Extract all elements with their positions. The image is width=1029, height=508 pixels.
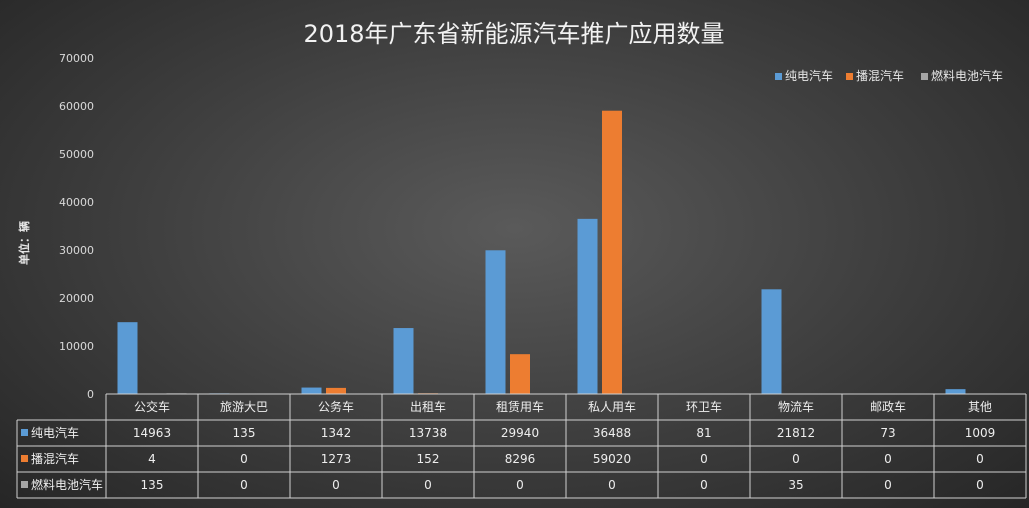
data-label: 0 (700, 478, 708, 492)
bar-5-0 (577, 218, 598, 394)
category-label: 出租车 (410, 399, 446, 414)
bar-3-0 (393, 328, 414, 394)
data-label: 1342 (321, 426, 352, 440)
data-label: 0 (424, 478, 432, 492)
bar-0-0 (117, 322, 138, 394)
bar-4-1 (510, 354, 530, 394)
data-label: 0 (792, 452, 800, 466)
y-tick-label: 0 (87, 388, 94, 401)
data-label: 1009 (965, 426, 996, 440)
data-label: 1273 (321, 452, 352, 466)
category-label: 私人用车 (588, 399, 636, 414)
data-label: 36488 (593, 426, 631, 440)
row-swatch-0 (21, 429, 28, 436)
y-axis-label: 单位：辆 (17, 221, 31, 265)
category-label: 环卫车 (686, 399, 722, 414)
data-label: 29940 (501, 426, 539, 440)
data-label: 81 (696, 426, 711, 440)
data-label: 0 (884, 478, 892, 492)
y-axis-ticks: 0 10000 20000 30000 40000 50000 60000 70000 (59, 52, 94, 401)
data-label: 14963 (133, 426, 171, 440)
data-label: 0 (700, 452, 708, 466)
bar-2-1 (326, 387, 346, 394)
data-label: 8296 (505, 452, 536, 466)
category-label: 租赁用车 (496, 399, 544, 414)
legend-swatch-0 (775, 73, 782, 80)
bar-4-0 (485, 250, 506, 394)
category-label: 旅游大巴 (220, 400, 268, 414)
y-tick-label: 20000 (59, 292, 94, 305)
row-label-2: 燃料电池汽车 (31, 477, 103, 492)
row-swatch-1 (21, 455, 28, 462)
legend: 纯电汽车 播混汽车 燃料电池汽车 (775, 68, 1003, 83)
data-label: 0 (332, 478, 340, 492)
data-label: 4 (148, 452, 156, 466)
category-label: 其他 (968, 400, 992, 414)
data-label: 152 (417, 452, 440, 466)
row-swatch-2 (21, 481, 28, 488)
data-label: 73 (880, 426, 895, 440)
data-label: 59020 (593, 452, 631, 466)
data-label: 0 (976, 478, 984, 492)
category-label: 邮政车 (870, 399, 906, 414)
legend-label-2: 燃料电池汽车 (931, 68, 1003, 83)
legend-label-1: 播混汽车 (856, 68, 904, 83)
y-tick-label: 50000 (59, 148, 94, 161)
y-tick-label: 40000 (59, 196, 94, 209)
y-tick-label: 10000 (59, 340, 94, 353)
chart-title: 2018年广东省新能源汽车推广应用数量 (303, 20, 724, 48)
data-label: 35 (788, 478, 803, 492)
data-label: 21812 (777, 426, 815, 440)
bar-7-0 (761, 289, 782, 394)
data-label: 0 (240, 452, 248, 466)
y-tick-label: 60000 (59, 100, 94, 113)
category-label: 公交车 (134, 399, 170, 414)
y-tick-label: 70000 (59, 52, 94, 65)
bars (117, 110, 966, 394)
data-label: 0 (608, 478, 616, 492)
row-label-0: 纯电汽车 (31, 425, 79, 440)
category-label: 物流车 (778, 399, 814, 414)
legend-swatch-1 (846, 73, 853, 80)
data-label: 0 (240, 478, 248, 492)
data-label: 0 (516, 478, 524, 492)
data-label: 13738 (409, 426, 447, 440)
data-label: 135 (233, 426, 256, 440)
data-label: 0 (884, 452, 892, 466)
bar-5-1 (602, 110, 622, 394)
data-label: 0 (976, 452, 984, 466)
legend-swatch-2 (921, 73, 928, 80)
category-label: 公务车 (318, 399, 354, 414)
bar-2-0 (301, 387, 322, 394)
y-tick-label: 30000 (59, 244, 94, 257)
bar-9-0 (945, 389, 966, 394)
row-label-1: 播混汽车 (31, 451, 79, 466)
data-label: 135 (141, 478, 164, 492)
legend-label-0: 纯电汽车 (785, 68, 833, 83)
